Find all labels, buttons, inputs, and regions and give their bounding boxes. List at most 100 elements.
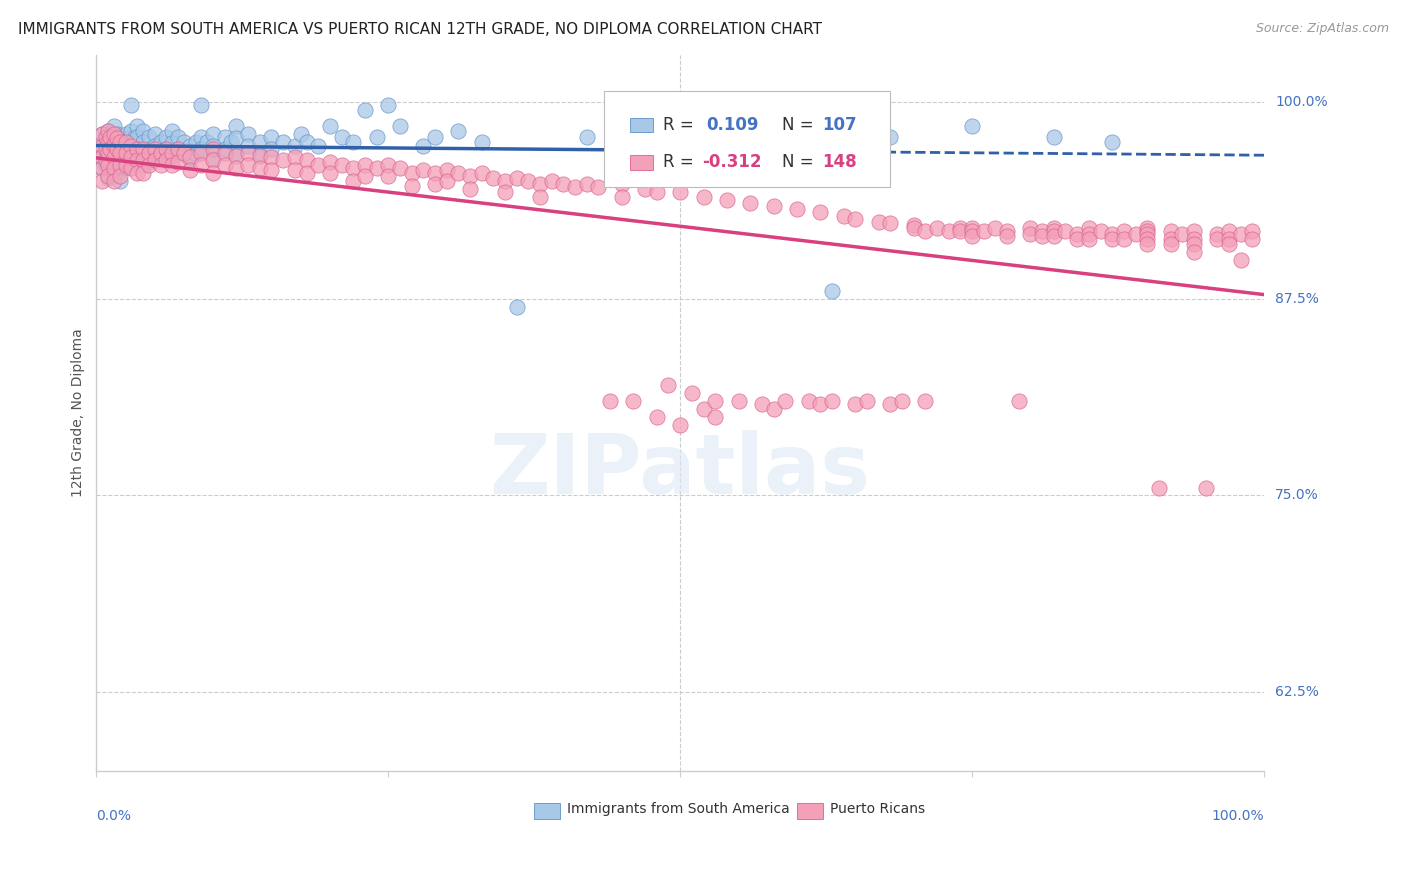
Point <box>124 143 146 157</box>
Point <box>471 135 494 149</box>
Point <box>1019 227 1042 242</box>
Point <box>118 143 141 157</box>
Bar <box>630 118 654 132</box>
Point <box>388 161 411 176</box>
Point <box>249 149 271 163</box>
Point <box>1147 481 1170 495</box>
Point <box>138 155 160 169</box>
Point <box>471 166 494 180</box>
Point <box>167 155 190 169</box>
Point <box>1066 227 1088 242</box>
Point <box>808 205 831 219</box>
Point <box>91 127 114 141</box>
Point <box>1218 232 1240 246</box>
Point <box>103 131 125 145</box>
Point <box>494 185 516 199</box>
Point <box>214 143 236 157</box>
Point <box>108 174 131 188</box>
Point <box>1194 481 1216 495</box>
Point <box>692 189 714 203</box>
Point <box>190 129 212 144</box>
Point <box>127 143 149 157</box>
Point <box>1077 227 1099 242</box>
Point <box>155 153 177 168</box>
Point <box>132 158 155 172</box>
Point <box>162 123 184 137</box>
Point <box>494 174 516 188</box>
Text: 107: 107 <box>823 116 858 135</box>
Point <box>173 135 195 149</box>
Point <box>669 417 692 432</box>
Point <box>98 143 121 157</box>
Point <box>1206 227 1229 242</box>
Point <box>342 174 364 188</box>
Point <box>377 158 399 172</box>
Point <box>704 394 727 409</box>
Point <box>149 147 172 161</box>
Point <box>91 139 114 153</box>
Point <box>120 139 142 153</box>
Point <box>856 394 879 409</box>
Point <box>284 139 307 153</box>
Point <box>91 174 114 188</box>
Y-axis label: 12th Grade, No Diploma: 12th Grade, No Diploma <box>72 328 86 497</box>
Point <box>249 147 271 161</box>
Point <box>482 170 505 185</box>
Point <box>762 401 785 416</box>
Point <box>97 169 120 184</box>
Point <box>354 103 377 118</box>
Point <box>879 129 901 144</box>
Point <box>214 129 236 144</box>
Text: 0.109: 0.109 <box>706 116 758 135</box>
Point <box>108 141 131 155</box>
Point <box>98 153 121 168</box>
Point <box>97 123 120 137</box>
Point <box>1241 224 1264 238</box>
Point <box>236 158 259 172</box>
Point <box>844 211 866 226</box>
Point <box>366 161 388 176</box>
Point <box>127 143 149 157</box>
Point <box>1066 232 1088 246</box>
Point <box>645 409 668 424</box>
Point <box>319 155 342 169</box>
Point <box>1031 224 1053 238</box>
Point <box>132 143 155 157</box>
Point <box>1077 221 1099 235</box>
Point <box>295 166 318 180</box>
Point <box>1101 227 1123 242</box>
Point <box>225 131 247 145</box>
Point <box>401 178 423 193</box>
Point <box>97 135 120 149</box>
Point <box>447 123 470 137</box>
Point <box>1101 232 1123 246</box>
Point <box>342 161 364 176</box>
Point <box>1218 224 1240 238</box>
Point <box>529 189 551 203</box>
Point <box>127 166 149 180</box>
Point <box>458 182 481 196</box>
Point <box>132 145 155 160</box>
Point <box>1125 227 1147 242</box>
Point <box>1136 236 1159 251</box>
Point <box>120 98 142 112</box>
Point <box>260 150 283 164</box>
Point <box>179 150 201 164</box>
Point <box>103 119 125 133</box>
Point <box>143 152 166 166</box>
Point <box>173 145 195 160</box>
Point <box>155 143 177 157</box>
Point <box>844 397 866 411</box>
Point <box>97 170 120 185</box>
Text: 75.0%: 75.0% <box>1275 489 1319 502</box>
Point <box>98 129 121 144</box>
Text: 100.0%: 100.0% <box>1212 809 1264 823</box>
Point <box>995 229 1018 244</box>
Point <box>94 129 117 144</box>
Point <box>995 224 1018 238</box>
Point <box>529 177 551 191</box>
Text: R =: R = <box>662 116 699 135</box>
Point <box>354 158 377 172</box>
Point <box>903 218 925 232</box>
Point <box>645 185 668 199</box>
